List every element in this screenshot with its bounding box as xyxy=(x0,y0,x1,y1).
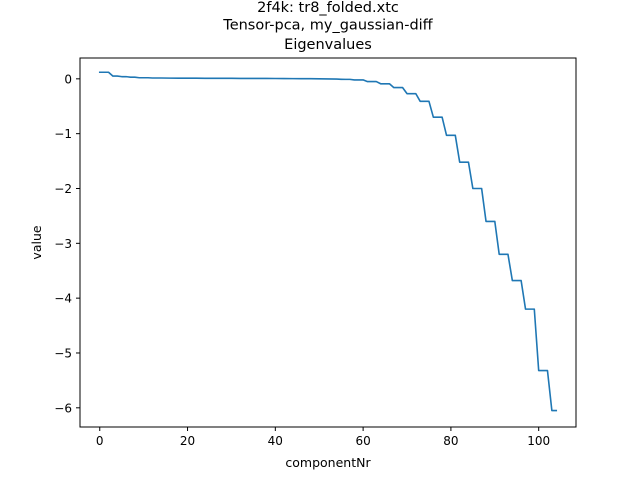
x-tick-label: 100 xyxy=(527,434,550,448)
x-axis-ticks: 0 20 40 60 80 100 xyxy=(96,427,550,448)
x-tick-label: 60 xyxy=(355,434,370,448)
x-tick-label: 0 xyxy=(96,434,104,448)
x-tick-label: 80 xyxy=(443,434,458,448)
series-line-0 xyxy=(98,71,558,412)
x-axis-label: componentNr xyxy=(285,455,371,470)
y-tick-label: −3 xyxy=(54,237,72,251)
chart-title-line-3: Eigenvalues xyxy=(284,37,372,53)
series-layer xyxy=(98,71,558,412)
y-tick-label: −1 xyxy=(54,127,72,141)
y-axis-label: value xyxy=(29,225,44,259)
x-tick-label: 40 xyxy=(268,434,283,448)
y-tick-label: −4 xyxy=(54,292,72,306)
x-tick-label: 20 xyxy=(180,434,195,448)
y-tick-label: −5 xyxy=(54,346,72,360)
y-tick-label: −6 xyxy=(54,401,72,415)
y-axis-ticks: 0 −1 −2 −3 −4 −5 −6 xyxy=(54,72,80,415)
chart-title-line-1: 2f4k: tr8_folded.xtc xyxy=(257,0,399,16)
plot-area xyxy=(79,57,577,428)
chart-title-line-2: Tensor-pca, my_gaussian-diff xyxy=(222,18,433,34)
chart-title: 2f4k: tr8_folded.xtc Tensor-pca, my_gaus… xyxy=(222,0,433,53)
y-tick-label: −2 xyxy=(54,182,72,196)
y-tick-label: 0 xyxy=(64,72,72,86)
